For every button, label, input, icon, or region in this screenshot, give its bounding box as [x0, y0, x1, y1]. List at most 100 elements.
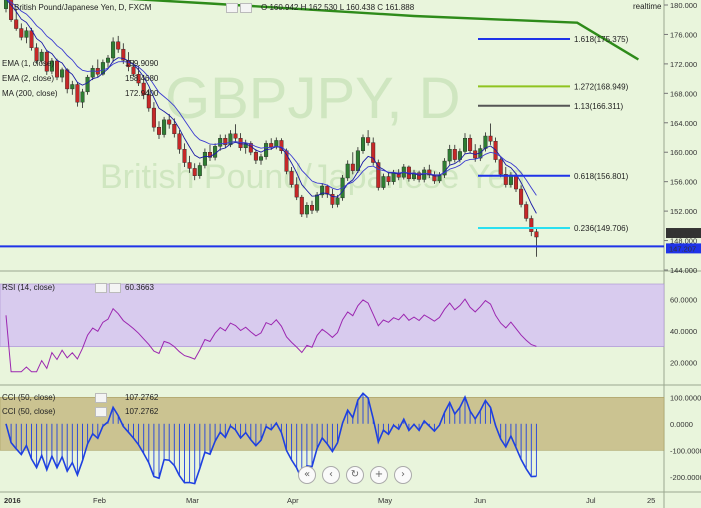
candle-body	[355, 150, 360, 171]
candle-body	[60, 69, 65, 78]
ma200-legend[interactable]: MA (200, close)	[2, 89, 58, 98]
support-price-marker	[666, 243, 701, 254]
price-tick-label: 160.000	[670, 148, 697, 157]
candle-body	[376, 162, 381, 188]
candle-body	[350, 163, 355, 171]
rsi-tick-label: 20.0000	[670, 358, 697, 367]
reset-zoom-button[interactable]: ↻	[346, 466, 364, 484]
support-price-label: 147.207	[669, 244, 696, 253]
cci-tick-label: 0.0000	[670, 420, 693, 429]
candle-body	[442, 160, 447, 176]
candle-body	[320, 185, 325, 196]
rsi-tick-label: 40.0000	[670, 327, 697, 336]
title-close-button[interactable]	[240, 3, 252, 13]
candle-body	[498, 159, 503, 175]
fib-label: 0.236(149.706)	[574, 224, 629, 233]
rsi-close-button[interactable]	[109, 283, 121, 293]
candle-body	[202, 152, 207, 166]
price-tick-label: 152.000	[670, 207, 697, 216]
rsi-line	[5, 298, 537, 373]
cci1-legend[interactable]: CCI (50, close)	[2, 393, 56, 402]
price-tick-label: 172.000	[670, 60, 697, 69]
fib-label: 1.618(175.375)	[574, 35, 629, 44]
candle-body	[34, 47, 39, 62]
ema1-legend[interactable]: EMA (1, close)	[2, 59, 54, 68]
candle-body	[381, 176, 386, 188]
candle-body	[519, 188, 524, 205]
cci2-legend[interactable]: CCI (50, close)	[2, 407, 56, 416]
candle-body	[162, 119, 167, 135]
rsi-legend[interactable]: RSI (14, close)	[2, 283, 55, 292]
candle-body	[111, 41, 116, 59]
candle-body	[167, 119, 172, 125]
candle-body	[90, 68, 95, 78]
scroll-right-button[interactable]: ›	[394, 466, 412, 484]
realtime-label: realtime	[633, 2, 662, 11]
candle-body	[503, 174, 508, 185]
time-tick-label: Apr	[287, 496, 299, 505]
candle-body	[116, 41, 121, 50]
rsi-value: 60.3663	[125, 283, 154, 292]
candle-body	[177, 133, 182, 150]
candle-body	[9, 0, 14, 20]
time-tick-label: Mar	[186, 496, 199, 505]
candle-body	[371, 142, 376, 163]
candle-body	[213, 146, 218, 158]
rsi-settings-button[interactable]	[95, 283, 107, 293]
candle-body	[85, 76, 90, 93]
candle-body	[29, 30, 34, 48]
rsi-band	[0, 283, 665, 347]
candle-body	[366, 137, 371, 143]
scroll-left-button[interactable]: ‹	[322, 466, 340, 484]
candle-body	[391, 172, 396, 182]
candle-body	[299, 196, 304, 215]
price-tick-label: 144.000	[670, 266, 697, 275]
candle-body	[253, 152, 258, 161]
candle-body	[294, 184, 299, 198]
candle-body	[44, 51, 49, 72]
candle-body	[386, 176, 391, 182]
ema1-line	[6, 0, 537, 214]
candle-body	[468, 138, 473, 151]
price-tick-label: 148.000	[670, 237, 697, 246]
axes-layer: 180.000 176.000 172.000 168.000 164.000 160.0…	[4, 1, 701, 505]
cci-tick-label: -200.0000	[670, 473, 701, 482]
time-tick-label: Jun	[474, 496, 486, 505]
candle-body	[70, 84, 75, 90]
candle-body	[121, 48, 126, 61]
candle-body	[238, 138, 243, 149]
candle-body	[3, 0, 8, 9]
scroll-start-button[interactable]: «	[298, 466, 316, 484]
ema1-value: 159.9090	[125, 59, 159, 68]
title-settings-button[interactable]	[226, 3, 238, 13]
candle-body	[75, 84, 80, 103]
candle-body	[105, 57, 110, 63]
overlay-lines-layer	[6, 0, 640, 214]
ema2-line	[6, 0, 537, 196]
candle-body	[452, 149, 457, 160]
candle-body	[259, 156, 264, 161]
candle-body	[131, 66, 136, 75]
candle-body	[417, 172, 422, 180]
cci-line	[5, 392, 537, 485]
fib-label: 1.272(168.949)	[574, 82, 629, 91]
candle-body	[39, 51, 44, 62]
candle-body	[233, 133, 238, 139]
cci2-settings-button[interactable]	[95, 407, 107, 417]
cci-layer	[5, 392, 537, 485]
time-tick-label: Jul	[586, 496, 596, 505]
candle-body	[514, 174, 519, 190]
price-tick-label: 180.000	[670, 1, 697, 10]
candle-body	[218, 138, 223, 147]
candle-body	[310, 205, 315, 211]
cci1-settings-button[interactable]	[95, 393, 107, 403]
candle-body	[534, 231, 539, 238]
candle-body	[187, 162, 192, 169]
zoom-in-button[interactable]: +	[370, 466, 388, 484]
current-price-marker	[666, 228, 701, 239]
candle-body	[524, 204, 529, 219]
ema2-legend[interactable]: EMA (2, close)	[2, 74, 54, 83]
price-tick-label: 168.000	[670, 89, 697, 98]
candle-body	[192, 168, 197, 176]
